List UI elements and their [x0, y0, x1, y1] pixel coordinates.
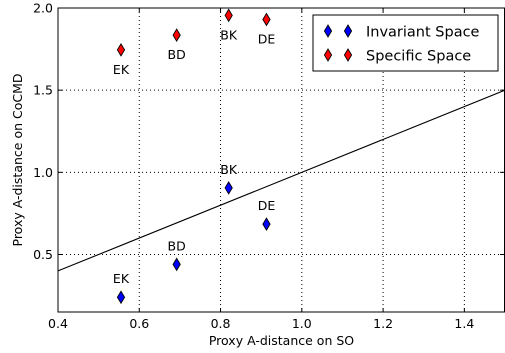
x-axis-title: Proxy A-distance on SO — [209, 333, 354, 348]
reference-diagonal-line — [57, 89, 505, 272]
legend-label: Invariant Space — [366, 25, 480, 41]
point-label-ek: EK — [113, 62, 130, 77]
y-tick-label: 1.5 — [33, 83, 53, 98]
legend-box — [312, 14, 499, 72]
invariant-point-ek — [116, 290, 126, 305]
legend-marker — [343, 24, 353, 38]
x-tick-label: 0.8 — [211, 316, 231, 331]
point-label-de: DE — [258, 32, 276, 47]
data-points — [116, 8, 271, 305]
legend-marker — [323, 48, 333, 62]
point-label-bk: BK — [220, 162, 238, 177]
legend-label: Specific Space — [366, 49, 471, 65]
point-label-bd: BD — [168, 238, 186, 253]
x-tick-label: 0.6 — [129, 316, 149, 331]
point-label-bd: BD — [168, 47, 186, 62]
x-tick-label: 1.0 — [292, 316, 312, 331]
specific-point-bk — [224, 8, 233, 23]
specific-point-ek — [116, 43, 126, 57]
y-tick-labels: 0.5 1.0 1.5 2.0 — [33, 1, 53, 262]
x-tick-labels: 0.4 0.6 0.8 1.0 1.2 1.4 — [48, 316, 474, 331]
invariant-point-bk — [224, 181, 233, 195]
legend-marker — [343, 48, 353, 62]
x-tick-label: 0.4 — [48, 316, 68, 331]
point-label-bk: BK — [220, 27, 238, 42]
point-label-de: DE — [258, 198, 276, 213]
legend: Invariant Space Specific Space — [312, 14, 499, 72]
specific-point-bd — [172, 28, 181, 42]
x-tick-label: 1.4 — [454, 316, 474, 331]
x-tick-label: 1.2 — [373, 316, 393, 331]
legend-marker — [323, 24, 333, 38]
y-tick-label: 1.0 — [33, 165, 53, 180]
y-tick-label: 0.5 — [33, 247, 53, 262]
point-labels: EK BD BK DE EK BD BK DE — [113, 27, 275, 286]
specific-point-de — [262, 12, 271, 27]
point-label-ek: EK — [113, 271, 130, 286]
axis-ticks — [57, 7, 504, 312]
y-axis-title: Proxy A-distance on CoCMD — [10, 74, 25, 247]
y-tick-label: 2.0 — [33, 1, 53, 16]
invariant-point-de — [262, 217, 271, 231]
invariant-point-bd — [172, 257, 181, 272]
